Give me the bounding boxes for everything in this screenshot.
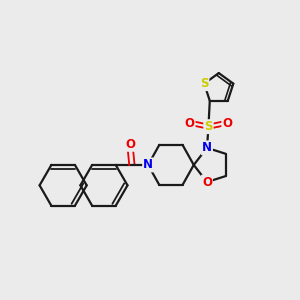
- Text: S: S: [204, 120, 213, 133]
- Text: O: O: [125, 138, 135, 151]
- Text: O: O: [202, 176, 212, 188]
- Text: N: N: [143, 158, 153, 171]
- Text: O: O: [184, 117, 195, 130]
- Text: N: N: [202, 141, 212, 154]
- Text: O: O: [222, 117, 232, 130]
- Text: S: S: [200, 77, 208, 90]
